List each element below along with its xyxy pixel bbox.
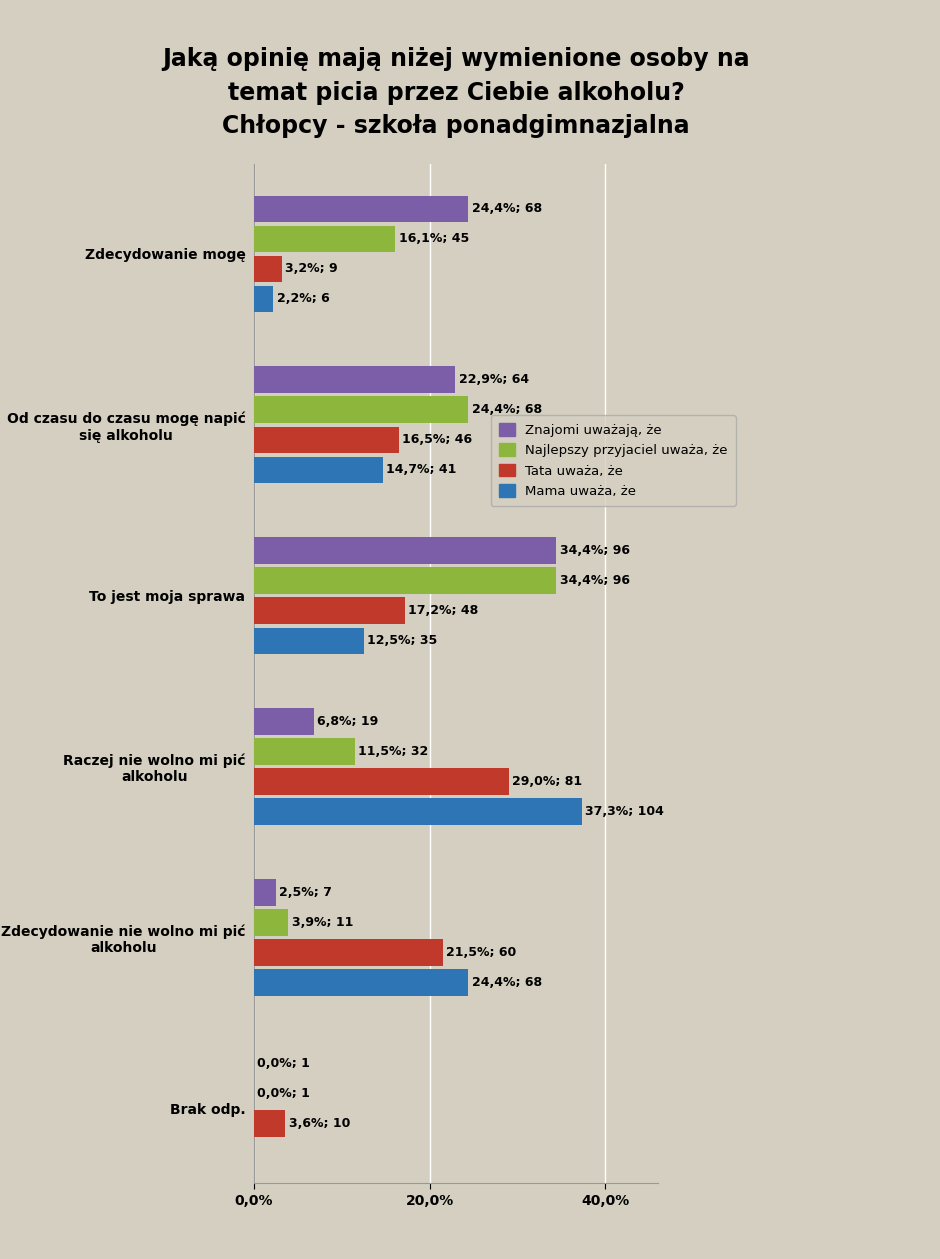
Text: 34,4%; 96: 34,4%; 96 <box>559 574 630 587</box>
Text: 16,1%; 45: 16,1%; 45 <box>399 233 469 246</box>
Text: 24,4%; 68: 24,4%; 68 <box>472 976 541 990</box>
Text: 17,2%; 48: 17,2%; 48 <box>409 604 478 617</box>
Bar <box>254 709 314 735</box>
Bar <box>254 738 355 764</box>
Bar <box>254 457 383 483</box>
Bar <box>254 627 364 653</box>
Bar <box>254 397 468 423</box>
Bar <box>254 427 399 453</box>
Bar <box>254 768 509 794</box>
Bar <box>254 598 405 624</box>
Title: Jaką opinię mają niżej wymienione osoby na
temat picia przez Ciebie alkoholu?
Ch: Jaką opinię mają niżej wymienione osoby … <box>162 47 750 138</box>
Text: 21,5%; 60: 21,5%; 60 <box>446 946 516 959</box>
Text: 3,2%; 9: 3,2%; 9 <box>286 262 338 276</box>
Text: 22,9%; 64: 22,9%; 64 <box>459 373 528 387</box>
Text: 14,7%; 41: 14,7%; 41 <box>386 463 457 476</box>
Text: 2,2%; 6: 2,2%; 6 <box>276 292 329 306</box>
Text: 2,5%; 7: 2,5%; 7 <box>279 886 332 899</box>
Text: 34,4%; 96: 34,4%; 96 <box>559 544 630 556</box>
Legend: Znajomi uważają, że, Najlepszy przyjaciel uważa, że, Tata uważa, że, Mama uważa,: Znajomi uważają, że, Najlepszy przyjacie… <box>491 415 735 506</box>
Text: 0,0%; 1: 0,0%; 1 <box>258 1087 310 1100</box>
Text: 12,5%; 35: 12,5%; 35 <box>368 635 437 647</box>
Text: 6,8%; 19: 6,8%; 19 <box>317 715 378 728</box>
Text: 11,5%; 32: 11,5%; 32 <box>358 745 429 758</box>
Bar <box>254 568 556 594</box>
Text: 37,3%; 104: 37,3%; 104 <box>585 805 664 818</box>
Bar <box>254 538 556 564</box>
Bar <box>254 879 275 905</box>
Text: 0,0%; 1: 0,0%; 1 <box>258 1056 310 1070</box>
Text: 16,5%; 46: 16,5%; 46 <box>402 433 473 446</box>
Bar <box>254 256 282 282</box>
Bar <box>254 286 274 312</box>
Bar <box>254 969 468 996</box>
Bar <box>254 939 443 966</box>
Text: 3,6%; 10: 3,6%; 10 <box>289 1117 351 1129</box>
Text: 3,9%; 11: 3,9%; 11 <box>291 915 352 929</box>
Bar <box>254 909 288 935</box>
Text: 24,4%; 68: 24,4%; 68 <box>472 403 541 417</box>
Bar <box>254 366 455 393</box>
Text: 29,0%; 81: 29,0%; 81 <box>512 776 582 788</box>
Bar <box>254 798 582 825</box>
Bar <box>254 195 468 222</box>
Text: 24,4%; 68: 24,4%; 68 <box>472 203 541 215</box>
Bar <box>254 1110 286 1137</box>
Bar <box>254 225 395 252</box>
